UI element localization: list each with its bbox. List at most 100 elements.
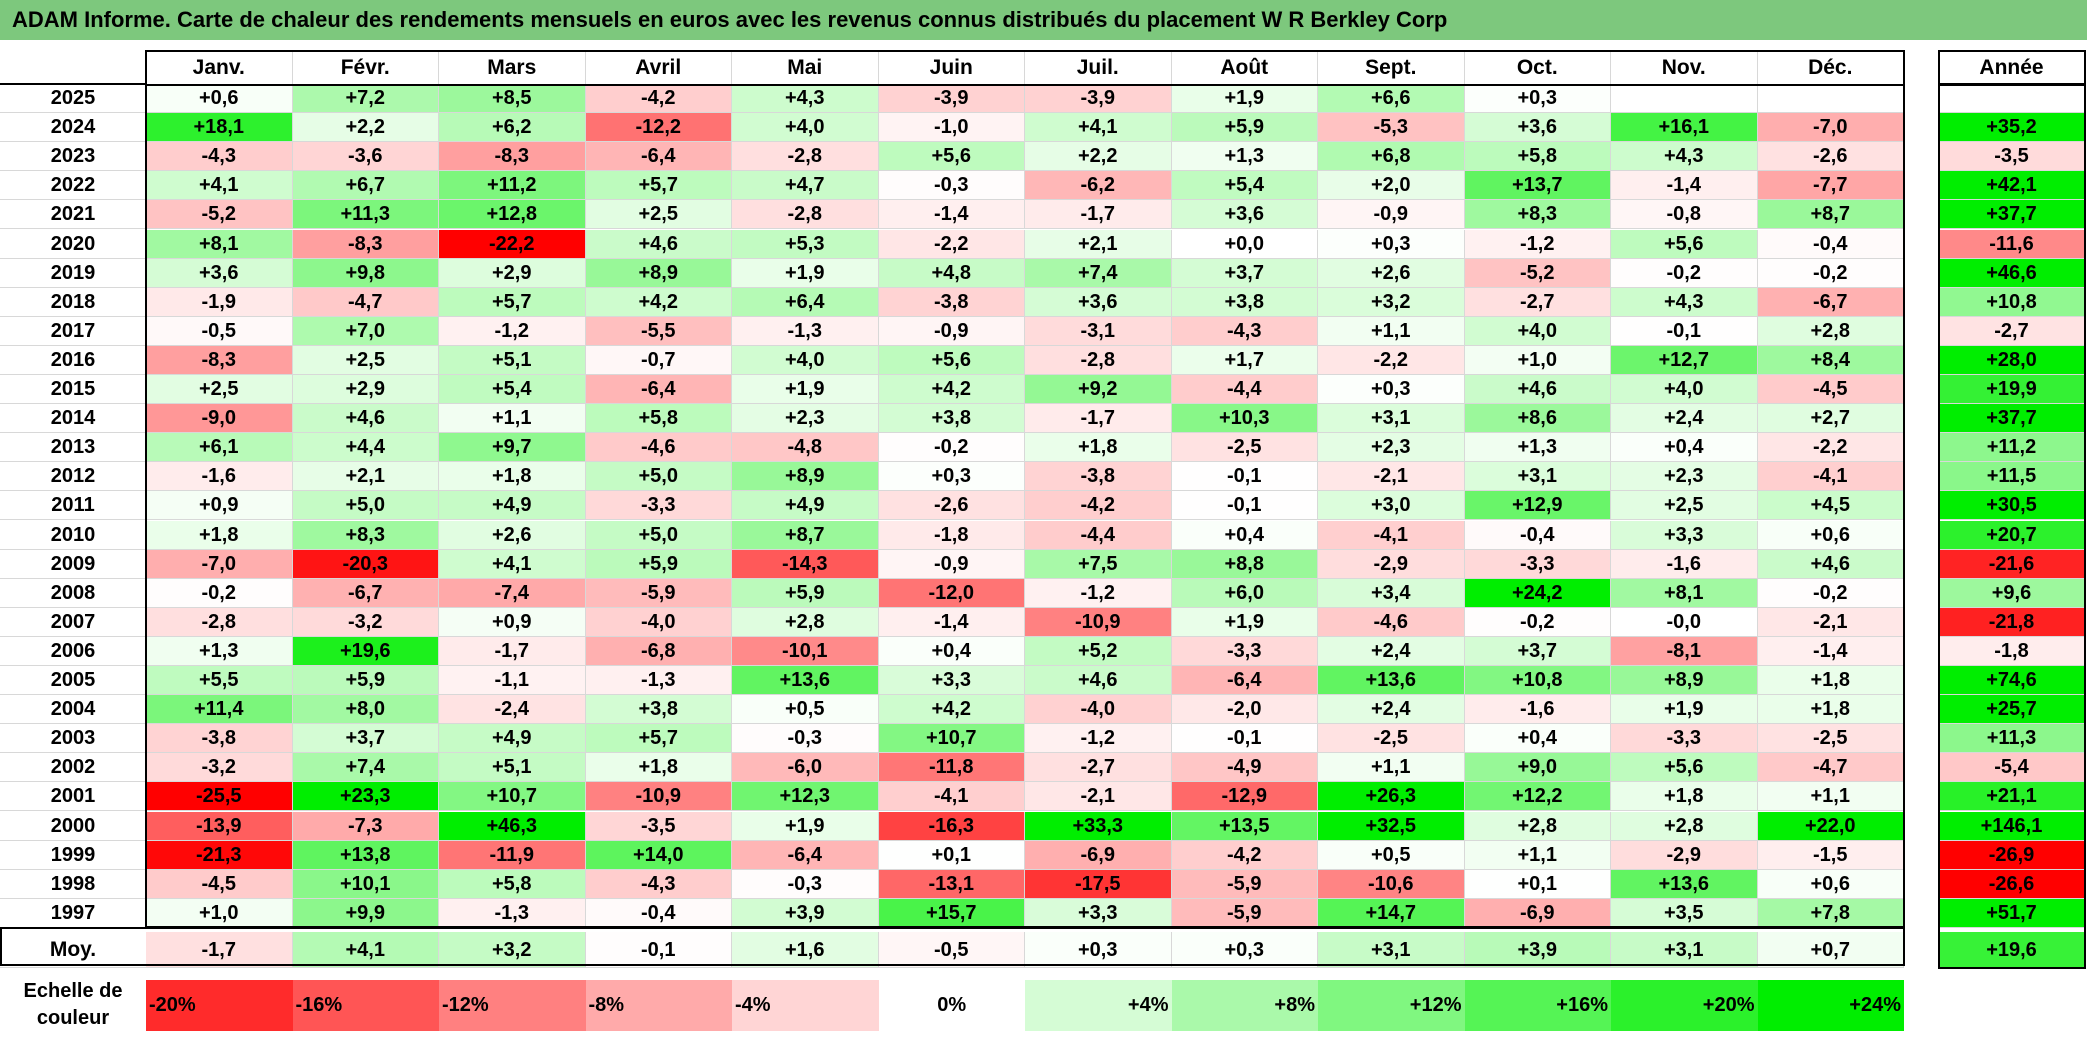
scale-stop: +8% bbox=[1171, 980, 1318, 1031]
heatmap-cell: +1,9 bbox=[732, 375, 879, 405]
heatmap-cell: -3,1 bbox=[1025, 316, 1172, 346]
heatmap-cell: -3,6 bbox=[292, 142, 439, 172]
annual-cell: +25,7 bbox=[1939, 695, 2085, 725]
annual-cell: +30,5 bbox=[1939, 491, 2085, 521]
year-label: 2003 bbox=[0, 724, 146, 754]
heatmap-cell: +5,6 bbox=[878, 345, 1025, 375]
heatmap-cell: -11,8 bbox=[878, 753, 1025, 783]
heatmap-cell: +2,1 bbox=[292, 462, 439, 492]
heatmap-cell: +8,9 bbox=[1611, 666, 1758, 696]
heatmap-cell: +5,5 bbox=[146, 666, 293, 696]
heatmap-cell: -0,3 bbox=[878, 171, 1025, 201]
heatmap-cell: -1,4 bbox=[1757, 636, 1904, 666]
heatmap-cell: +2,6 bbox=[1318, 258, 1465, 288]
heatmap-cell: +0,6 bbox=[1757, 869, 1904, 899]
year-label: 2023 bbox=[0, 142, 146, 172]
heatmap-cell: -6,7 bbox=[292, 578, 439, 608]
heatmap-cell: +4,2 bbox=[878, 695, 1025, 725]
heatmap-cell: +33,3 bbox=[1025, 811, 1172, 841]
heatmap-cell: +10,7 bbox=[878, 724, 1025, 754]
heatmap-cell: +5,6 bbox=[1611, 753, 1758, 783]
heatmap-cell: +0,3 bbox=[1318, 375, 1465, 405]
heatmap-cell: +18,1 bbox=[146, 113, 293, 143]
heatmap-cell: +1,1 bbox=[1318, 316, 1465, 346]
heatmap-cell: +8,7 bbox=[1757, 200, 1904, 230]
month-header: Août bbox=[1171, 52, 1318, 84]
heatmap-cell: -0,4 bbox=[1464, 520, 1611, 550]
average-annual-cell: +19,6 bbox=[1939, 932, 2085, 968]
heatmap-cell: +11,2 bbox=[439, 171, 586, 201]
heatmap-cell: -1,1 bbox=[439, 666, 586, 696]
scale-stop: -4% bbox=[732, 980, 879, 1031]
heatmap-cell: -6,9 bbox=[1025, 840, 1172, 870]
heatmap-cell: -10,6 bbox=[1318, 869, 1465, 899]
heatmap-cell: -0,2 bbox=[878, 433, 1025, 463]
heatmap-cell: +22,0 bbox=[1757, 811, 1904, 841]
heatmap-cell: -4,4 bbox=[1025, 520, 1172, 550]
heatmap-cell: +0,3 bbox=[878, 462, 1025, 492]
heatmap-cell: -6,7 bbox=[1757, 287, 1904, 317]
heatmap-cell: +8,8 bbox=[1171, 549, 1318, 579]
heatmap-cell: +4,6 bbox=[1025, 666, 1172, 696]
heatmap-cell: +1,1 bbox=[1318, 753, 1465, 783]
heatmap-cell: +4,3 bbox=[1611, 142, 1758, 172]
heatmap-cell: -5,9 bbox=[1171, 869, 1318, 899]
year-label: 2024 bbox=[0, 113, 146, 143]
annual-cell: +37,7 bbox=[1939, 200, 2085, 230]
heatmap-cell: +5,9 bbox=[292, 666, 439, 696]
heatmap-cell: -1,5 bbox=[1757, 840, 1904, 870]
heatmap-cell: +3,9 bbox=[732, 898, 879, 928]
scale-stop: -12% bbox=[439, 980, 586, 1031]
heatmap-cell: +2,5 bbox=[292, 345, 439, 375]
average-cell: +3,9 bbox=[1464, 932, 1611, 968]
average-cell: +0,3 bbox=[1171, 932, 1318, 968]
year-label: 2009 bbox=[0, 549, 146, 579]
month-header: Janv. bbox=[146, 52, 293, 84]
heatmap-cell: +10,7 bbox=[439, 782, 586, 812]
heatmap-cell: -0,1 bbox=[1171, 491, 1318, 521]
heatmap-cell: -3,9 bbox=[1025, 84, 1172, 114]
year-label: 2015 bbox=[0, 375, 146, 405]
heatmap-cell: +1,3 bbox=[1464, 433, 1611, 463]
heatmap-cell: +14,0 bbox=[585, 840, 732, 870]
heatmap-cell: -2,8 bbox=[732, 142, 879, 172]
annual-cell: +11,2 bbox=[1939, 433, 2085, 463]
heatmap-cell: -0,4 bbox=[585, 898, 732, 928]
heatmap-cell: +9,9 bbox=[292, 898, 439, 928]
heatmap-cell: +1,9 bbox=[732, 811, 879, 841]
heatmap-cell: -4,9 bbox=[1171, 753, 1318, 783]
heatmap-cell: +7,8 bbox=[1757, 898, 1904, 928]
heatmap-cell: +0,9 bbox=[439, 607, 586, 637]
month-header: Sept. bbox=[1318, 52, 1465, 84]
heatmap-cell: +4,9 bbox=[732, 491, 879, 521]
heatmap-cell: -4,2 bbox=[1171, 840, 1318, 870]
scale-stop: -8% bbox=[585, 980, 732, 1031]
scale-stop: +24% bbox=[1757, 980, 1904, 1031]
scale-stop: -16% bbox=[292, 980, 439, 1031]
heatmap-cell: -6,4 bbox=[732, 840, 879, 870]
heatmap-cell: -7,4 bbox=[439, 578, 586, 608]
heatmap-cell: -6,9 bbox=[1464, 898, 1611, 928]
year-label: 2022 bbox=[0, 171, 146, 201]
heatmap-cell: +8,5 bbox=[439, 84, 586, 114]
annual-cell: -1,8 bbox=[1939, 636, 2085, 666]
heatmap-cell: +4,6 bbox=[292, 404, 439, 434]
average-cell: -1,7 bbox=[146, 932, 293, 968]
heatmap-cell: -1,8 bbox=[878, 520, 1025, 550]
heatmap-cell: +2,6 bbox=[439, 520, 586, 550]
heatmap-cell: +7,4 bbox=[292, 753, 439, 783]
heatmap-cell: +2,8 bbox=[1611, 811, 1758, 841]
heatmap-cell: -0,4 bbox=[1757, 229, 1904, 259]
annual-cell: +9,6 bbox=[1939, 578, 2085, 608]
heatmap-cell: +3,8 bbox=[585, 695, 732, 725]
average-cell: +1,6 bbox=[732, 932, 879, 968]
average-cell: -0,5 bbox=[878, 932, 1025, 968]
heatmap-cell: -1,4 bbox=[1611, 171, 1758, 201]
heatmap-cell: +6,2 bbox=[439, 113, 586, 143]
year-label: 2008 bbox=[0, 578, 146, 608]
year-label: 2002 bbox=[0, 753, 146, 783]
heatmap-cell: +5,8 bbox=[439, 869, 586, 899]
heatmap-cell: +46,3 bbox=[439, 811, 586, 841]
heatmap-cell: -4,1 bbox=[1757, 462, 1904, 492]
